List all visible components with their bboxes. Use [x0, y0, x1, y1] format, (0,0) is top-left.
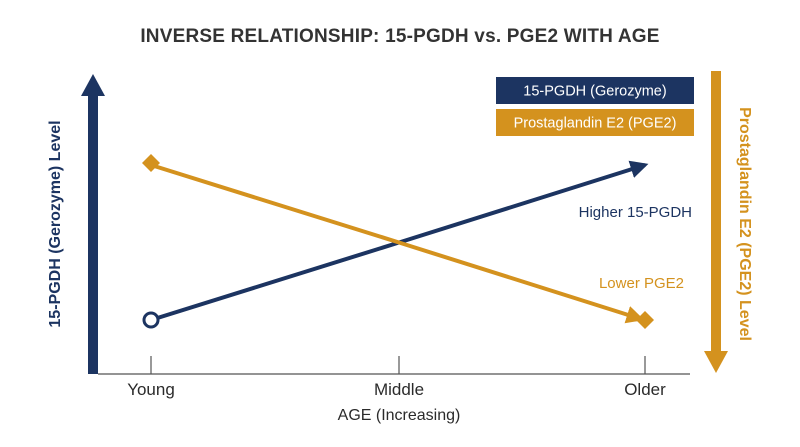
right-axis-arrow [704, 71, 728, 373]
left-axis-arrow [81, 74, 105, 374]
x-tick-label: Middle [374, 380, 424, 399]
legend-swatch-15pgdh [496, 77, 694, 104]
x-tick-label: Older [624, 380, 666, 399]
data-point-pge2-young [142, 154, 160, 172]
left-axis-title: 15-PGDH (Gerozyme) Level [47, 120, 64, 327]
series-layer [142, 154, 654, 329]
data-point-pge2-older [636, 311, 654, 329]
legend-swatch-pge2 [496, 109, 694, 136]
x-axis-ticks: Young Middle Older [127, 356, 666, 399]
chart-title: INVERSE RELATIONSHIP: 15-PGDH vs. PGE2 W… [140, 26, 660, 47]
legend: 15-PGDH (Gerozyme) Prostaglandin E2 (PGE… [496, 77, 694, 136]
legend-label-pge2: Prostaglandin E2 (PGE2) [514, 116, 677, 132]
annotation-higher-15pgdh: Higher 15-PGDH [579, 204, 692, 221]
legend-label-15pgdh: 15-PGDH (Gerozyme) [523, 84, 666, 100]
data-point-15pgdh-young [142, 311, 160, 329]
x-tick-label: Young [127, 380, 175, 399]
right-axis-title: Prostaglandin E2 (PGE2) Level [736, 107, 753, 341]
series-line-pge2 [150, 163, 645, 324]
x-axis-title: AGE (Increasing) [338, 407, 461, 424]
annotation-lower-pge2: Lower PGE2 [599, 275, 684, 292]
